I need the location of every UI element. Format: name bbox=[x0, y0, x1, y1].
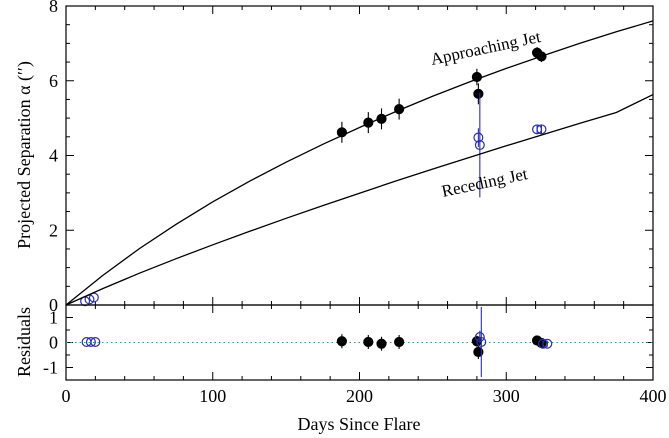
residuals-ylabel: Residuals bbox=[14, 307, 34, 377]
receding-jet-point bbox=[476, 337, 487, 348]
xtick-label: 300 bbox=[493, 386, 520, 406]
xlabel: Days Since Flare bbox=[298, 414, 421, 434]
receding-jet-point bbox=[536, 124, 547, 135]
main-ylabel: Projected Separation α (′′) bbox=[14, 61, 35, 249]
residuals-ytick-label: -1 bbox=[43, 358, 58, 378]
annotation-receding-jet: Receding Jet bbox=[440, 164, 530, 201]
approaching-jet-point bbox=[363, 336, 374, 348]
approaching-jet-point bbox=[336, 336, 347, 347]
main-ytick-label: 4 bbox=[49, 146, 58, 166]
main-ytick-label: 2 bbox=[49, 220, 58, 240]
xtick-label: 200 bbox=[346, 386, 373, 406]
residuals-ytick-label: 0 bbox=[49, 333, 58, 353]
xtick-label: 0 bbox=[62, 386, 71, 406]
approaching-jet-point bbox=[473, 346, 484, 358]
approaching-jet-point bbox=[394, 336, 405, 348]
receding-jet-point bbox=[90, 337, 101, 348]
receding-jet-point bbox=[85, 337, 96, 348]
receding-jet-point bbox=[474, 332, 485, 343]
receding-jet-point bbox=[473, 132, 484, 143]
residuals-ytick-label: 1 bbox=[49, 308, 58, 328]
approaching-jet-point bbox=[473, 88, 484, 99]
model-curve bbox=[65, 20, 654, 306]
xtick-label: 100 bbox=[199, 386, 226, 406]
main-ytick-label: 6 bbox=[49, 71, 58, 91]
main-ytick-label: 0 bbox=[49, 295, 58, 315]
receding-jet-point bbox=[474, 140, 485, 151]
receding-jet-point bbox=[542, 338, 553, 349]
xtick-label: 400 bbox=[640, 386, 667, 406]
main-panel: 0 2 4 6 8 bbox=[49, 0, 654, 315]
main-ytick-label: 8 bbox=[49, 0, 58, 16]
model-curve bbox=[65, 94, 654, 306]
approaching-jet-point bbox=[376, 338, 387, 349]
main-frame bbox=[65, 5, 654, 306]
annotation-approaching-jet: Approaching Jet bbox=[429, 27, 543, 69]
